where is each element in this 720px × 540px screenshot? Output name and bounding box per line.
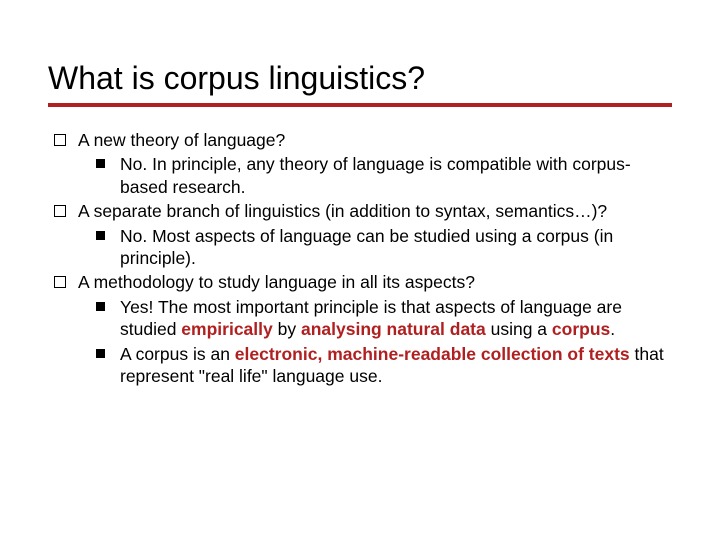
- text-run: empirically: [181, 319, 272, 339]
- text-run: No. In principle, any theory of language…: [120, 154, 631, 196]
- text-run: corpus: [552, 319, 610, 339]
- slide-title: What is corpus linguistics?: [48, 60, 672, 97]
- slide-content: A new theory of language? No. In principl…: [48, 129, 672, 387]
- list-item: A separate branch of linguistics (in add…: [78, 200, 672, 222]
- list-item: A methodology to study language in all i…: [78, 271, 672, 293]
- sub-list-item: No. In principle, any theory of language…: [120, 153, 672, 198]
- text-run: electronic, machine-readable collection …: [235, 344, 630, 364]
- sub-list-item: No. Most aspects of language can be stud…: [120, 225, 672, 270]
- text-run: using a: [486, 319, 552, 339]
- list-item: A new theory of language?: [78, 129, 672, 151]
- text-run: analysing natural data: [301, 319, 486, 339]
- text-run: No. Most aspects of language can be stud…: [120, 226, 613, 268]
- sub-list-item: Yes! The most important principle is tha…: [120, 296, 672, 341]
- title-underline: [48, 103, 672, 107]
- text-run: by: [273, 319, 301, 339]
- text-run: A corpus is an: [120, 344, 235, 364]
- sub-list-item: A corpus is an electronic, machine-reada…: [120, 343, 672, 388]
- text-run: .: [610, 319, 615, 339]
